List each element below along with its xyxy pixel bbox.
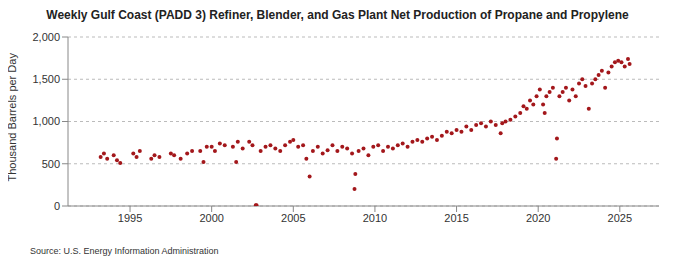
svg-text:Thousand Barrels per Day: Thousand Barrels per Day — [8, 53, 18, 182]
svg-text:2010: 2010 — [363, 212, 387, 224]
svg-text:2015: 2015 — [444, 212, 468, 224]
svg-text:1995: 1995 — [118, 212, 142, 224]
svg-text:1,500: 1,500 — [32, 73, 60, 85]
svg-text:2000: 2000 — [199, 212, 223, 224]
svg-text:500: 500 — [42, 158, 60, 170]
html-text:Weekly Gulf Coast (PADD 3) Ref: Weekly Gulf Coast (PADD 3) Refiner, Blen… — [46, 8, 629, 22]
svg-text:0: 0 — [54, 200, 60, 212]
svg-text:2,000: 2,000 — [32, 31, 60, 43]
html-text:Source: U.S. Energy Informatio: Source: U.S. Energy Information Administ… — [30, 246, 219, 256]
svg-text:1,000: 1,000 — [32, 115, 60, 127]
svg-text:2005: 2005 — [281, 212, 305, 224]
svg-text:2025: 2025 — [608, 212, 632, 224]
svg-text:2020: 2020 — [526, 212, 550, 224]
